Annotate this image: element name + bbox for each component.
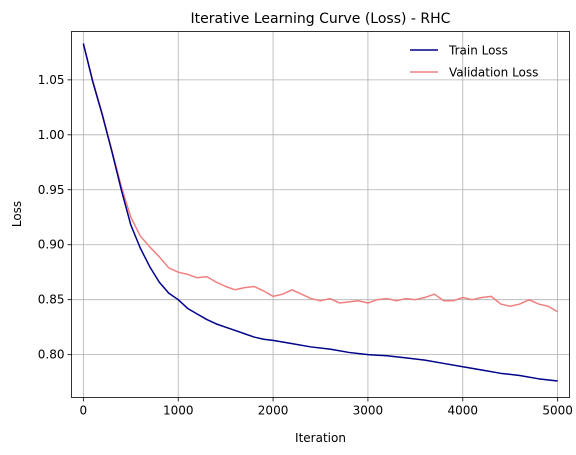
x-axis: 0 1000 2000 3000 4000 5000 xyxy=(80,397,573,418)
series-layer xyxy=(82,43,559,382)
y-tick-label: 0.90 xyxy=(38,238,65,252)
legend-label: Validation Loss xyxy=(449,66,538,80)
legend-item: Validation Loss xyxy=(410,66,538,80)
grid-lines xyxy=(71,31,570,398)
y-axis-label: Loss xyxy=(10,201,24,227)
validation-loss-line xyxy=(82,43,559,313)
x-tick-label: 3000 xyxy=(353,404,384,418)
legend-label: Train Loss xyxy=(448,44,508,58)
y-axis: 0.80 0.85 0.90 0.95 1.00 1.05 xyxy=(38,73,72,362)
x-axis-label: Iteration xyxy=(295,431,346,445)
x-tick-label: 0 xyxy=(80,404,88,418)
x-tick-label: 4000 xyxy=(448,404,479,418)
y-tick-label: 0.85 xyxy=(38,293,65,307)
chart-title: Iterative Learning Curve (Loss) - RHC xyxy=(191,11,451,27)
y-tick-label: 1.00 xyxy=(38,128,65,142)
y-tick-label: 1.05 xyxy=(38,73,65,87)
x-tick-label: 5000 xyxy=(542,404,573,418)
plot-frame xyxy=(71,31,570,398)
y-tick-label: 0.95 xyxy=(38,183,65,197)
x-tick-label: 2000 xyxy=(258,404,289,418)
legend-item: Train Loss xyxy=(410,44,508,58)
train-loss-line xyxy=(82,43,558,382)
legend: Train Loss Validation Loss xyxy=(410,44,538,80)
x-tick-label: 1000 xyxy=(163,404,194,418)
y-tick-label: 0.80 xyxy=(38,348,65,362)
